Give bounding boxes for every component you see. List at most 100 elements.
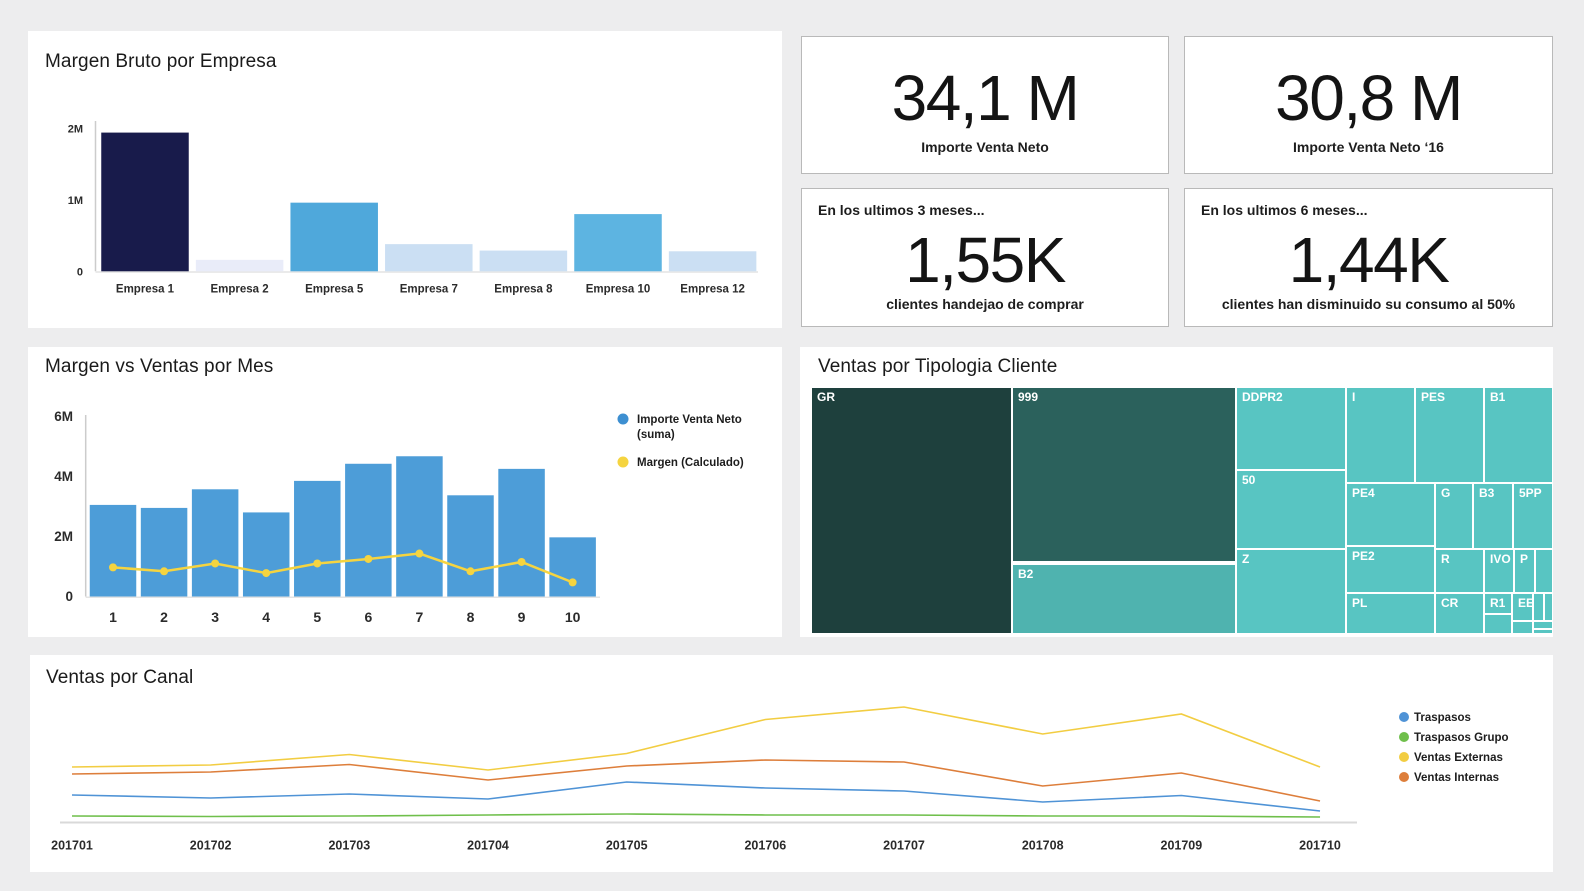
treemap-cell-small[interactable] <box>1534 622 1552 628</box>
bar-Empresa 1[interactable] <box>101 132 189 272</box>
margen-point-1[interactable] <box>109 563 117 572</box>
treemap-cell-small[interactable] <box>1545 594 1552 620</box>
treemap-cell-R[interactable]: R <box>1436 550 1483 592</box>
treemap-cell-IVO[interactable]: IVO <box>1485 550 1513 592</box>
treemap-cell-GR[interactable]: GR <box>812 388 1011 633</box>
treemap-cell-PE2[interactable]: PE2 <box>1347 547 1434 592</box>
treemap-cell-PES[interactable]: PES <box>1416 388 1483 482</box>
margen-point-10[interactable] <box>568 578 577 587</box>
margen-point-5[interactable] <box>313 559 322 568</box>
bar-chart[interactable]: 2M 1M 0 Empresa 1 Empresa 2 Empresa 5 Empresa … <box>28 31 782 328</box>
treemap-cell-label: I <box>1352 390 1356 404</box>
treemap-cell-P[interactable]: P <box>1515 550 1534 592</box>
series-line-traspasos-grupo[interactable] <box>71 813 1321 818</box>
bar-month-5[interactable] <box>294 480 341 597</box>
legend-dot[interactable] <box>1399 752 1409 762</box>
x-category-label: 201705 <box>606 839 648 853</box>
bar-month-2[interactable] <box>140 507 188 597</box>
y-tick-label: 6M <box>54 409 73 424</box>
bar-Empresa 7[interactable] <box>385 244 473 272</box>
series-line-ventas-internas[interactable] <box>71 759 1321 802</box>
bar-Empresa 10[interactable] <box>574 214 662 272</box>
treemap-cell-G[interactable]: G <box>1436 484 1472 548</box>
y-tick-label: 4M <box>54 469 73 484</box>
treemap-cell-PL[interactable]: PL <box>1347 594 1434 633</box>
bar-month-7[interactable] <box>396 456 443 597</box>
kpi-card-clientes-3-meses: En los ultimos 3 meses... 1,55K clientes… <box>801 188 1169 327</box>
series-line-traspasos[interactable] <box>71 781 1321 812</box>
treemap-cell-small[interactable] <box>1513 622 1532 633</box>
kpi-label: clientes handejao de comprar <box>886 295 1084 312</box>
bar-Empresa 8[interactable] <box>479 250 568 272</box>
margen-point-7[interactable] <box>415 549 424 558</box>
treemap-cell-small[interactable] <box>1534 594 1543 620</box>
line-chart[interactable]: 201701 201702 201703 201704 201705 201706 2017… <box>30 655 1553 872</box>
legend-label: Margen (Calculado) <box>637 457 744 469</box>
bar-Empresa 2[interactable] <box>195 259 284 272</box>
margen-point-6[interactable] <box>364 554 373 563</box>
treemap-cell-B1[interactable]: B1 <box>1485 388 1552 482</box>
series-line-ventas-externas[interactable] <box>71 706 1321 771</box>
kpi-intro: En los ultimos 6 meses... <box>1201 202 1368 218</box>
x-category-label: 6 <box>364 609 372 625</box>
treemap-cell-EE[interactable]: EE <box>1513 594 1532 620</box>
treemap-cell-999[interactable]: 999 <box>1013 388 1235 561</box>
x-category-label: Empresa 8 <box>494 284 553 296</box>
treemap-cell-5PP[interactable]: 5PP <box>1514 484 1552 548</box>
x-category-label: Empresa 2 <box>211 284 269 296</box>
bar-month-4[interactable] <box>242 512 290 597</box>
x-category-label: 201709 <box>1161 839 1203 853</box>
legend-label: Traspasos <box>1414 712 1471 724</box>
margen-point-9[interactable] <box>517 557 526 566</box>
legend-dot[interactable] <box>1399 772 1409 782</box>
margen-point-2[interactable] <box>160 567 169 576</box>
treemap-cell-DDPR2[interactable]: DDPR2 <box>1237 388 1345 469</box>
kpi-value: 34,1 M <box>891 61 1080 134</box>
treemap-cell-50[interactable]: 50 <box>1237 471 1345 548</box>
panel-margen-vs-ventas: Margen vs Ventas por Mes 6M 4M 2M 0 1 2 3 4 5 6 7 8… <box>28 347 782 637</box>
legend-dot[interactable] <box>617 456 629 468</box>
legend-label: Importe Venta Neto <box>637 414 742 426</box>
x-category-label: 8 <box>467 609 475 625</box>
bar-month-9[interactable] <box>498 468 545 597</box>
x-category-label: 201703 <box>328 839 370 853</box>
combo-chart[interactable]: 6M 4M 2M 0 1 2 3 4 5 6 7 8 9 10 Importe Venta Neto (sum… <box>28 347 782 637</box>
margen-point-4[interactable] <box>262 569 271 578</box>
chart-title-margen-vs-ventas: Margen vs Ventas por Mes <box>45 356 274 377</box>
treemap-cell-small[interactable] <box>1485 615 1511 633</box>
margen-line[interactable] <box>112 552 574 584</box>
treemap-cell-label: CR <box>1441 596 1459 610</box>
legend-dot[interactable] <box>617 413 629 425</box>
kpi-card-clientes-6-meses: En los ultimos 6 meses... 1,44K clientes… <box>1184 188 1553 327</box>
legend-dot[interactable] <box>1399 712 1409 722</box>
treemap-cell-R1[interactable]: R1 <box>1485 594 1511 613</box>
treemap-cell-I[interactable]: I <box>1347 388 1414 482</box>
treemap-cell-small[interactable] <box>1536 550 1552 592</box>
bar-Empresa 5[interactable] <box>290 202 378 272</box>
kpi-value: 1,44K <box>1288 223 1450 296</box>
treemap-cell-B3[interactable]: B3 <box>1474 484 1512 548</box>
margen-point-3[interactable] <box>211 559 220 568</box>
treemap-cell-CR[interactable]: CR <box>1436 594 1483 633</box>
treemap-cell-label: B3 <box>1479 486 1495 500</box>
bar-month-6[interactable] <box>345 463 392 597</box>
treemap-cell-label: PES <box>1421 390 1446 404</box>
kpi-label: Importe Venta Neto ‘16 <box>1293 138 1444 155</box>
bar-month-10[interactable] <box>549 537 596 597</box>
bar-month-8[interactable] <box>447 495 494 597</box>
treemap-cell-Z[interactable]: Z <box>1237 550 1345 633</box>
treemap-cell-PE4[interactable]: PE4 <box>1347 484 1434 545</box>
bar-Empresa 12[interactable] <box>668 251 757 272</box>
treemap-cell-B2[interactable]: B2 <box>1013 565 1235 633</box>
chart-title-margen-bruto: Margen Bruto por Empresa <box>45 51 277 72</box>
x-category-label: 9 <box>518 609 526 625</box>
treemap-cell-small[interactable] <box>1534 630 1552 633</box>
margen-point-8[interactable] <box>466 567 475 576</box>
bar-month-1[interactable] <box>89 504 137 597</box>
y-tick-label: 2M <box>54 529 73 544</box>
bar-month-3[interactable] <box>191 489 239 597</box>
y-tick-label: 2M <box>68 123 83 135</box>
legend-label: Ventas Internas <box>1414 772 1499 784</box>
legend-dot[interactable] <box>1399 732 1409 742</box>
x-category-label: 10 <box>565 609 581 625</box>
